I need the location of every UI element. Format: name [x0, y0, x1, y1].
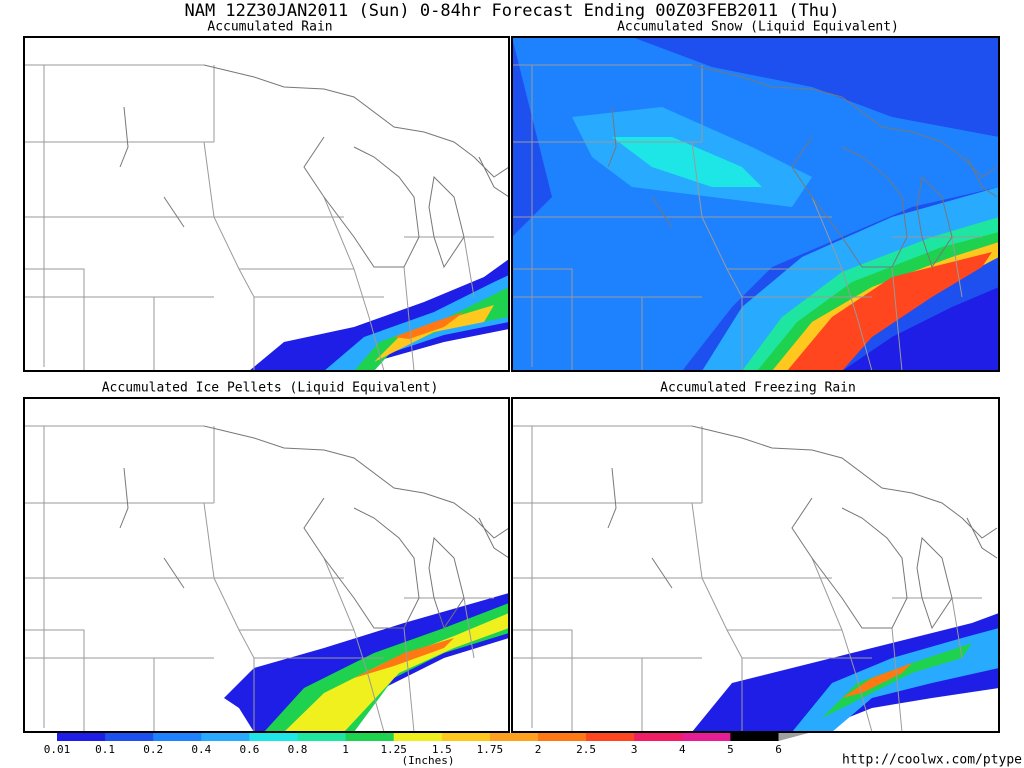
snow-map [511, 36, 1000, 372]
legend-swatch [586, 733, 635, 741]
legend-swatch [634, 733, 683, 741]
panel-title: Accumulated Snow (Liquid Equivalent) [617, 20, 899, 35]
legend-label: 6 [775, 743, 782, 756]
page-title: NAM 12Z30JAN2011 (Sun) 0-84hr Forecast E… [184, 1, 839, 21]
legend-label: 4 [679, 743, 686, 756]
legend-label: 1.5 [432, 743, 452, 756]
legend-label: 0.6 [239, 743, 259, 756]
legend-swatch [201, 733, 250, 741]
legend-swatch [441, 733, 491, 741]
legend-unit: (Inches) [402, 754, 455, 767]
legend-swatch [153, 733, 202, 741]
legend-label: 0.1 [95, 743, 115, 756]
legend-label: 1 [342, 743, 349, 756]
legend-label: 0.8 [288, 743, 308, 756]
panel-title: Accumulated Ice Pellets (Liquid Equivale… [102, 381, 439, 396]
legend-label: 0.2 [143, 743, 163, 756]
legend-label: 0.4 [191, 743, 211, 756]
source-url: http://coolwx.com/ptype [842, 753, 1022, 768]
legend-swatch [538, 733, 587, 741]
legend-swatch [297, 733, 347, 741]
legend-label: 3 [631, 743, 638, 756]
legend-label: 5 [727, 743, 734, 756]
legend-swatch [489, 733, 539, 741]
legend-swatch [682, 733, 731, 741]
legend-swatch [730, 733, 779, 741]
legend-label: 2.5 [576, 743, 596, 756]
panel-title: Accumulated Rain [207, 20, 332, 35]
panel-title: Accumulated Freezing Rain [660, 381, 856, 396]
legend-swatch [249, 733, 298, 741]
legend-swatch [57, 733, 106, 741]
legend-label: 2 [535, 743, 542, 756]
legend-label: 1.25 [380, 743, 407, 756]
ice-pellets-map [23, 397, 510, 733]
legend-label: 1.75 [477, 743, 504, 756]
freezing-rain-map [511, 397, 1000, 733]
legend-end [778, 733, 809, 741]
color-legend: 0.01 0.1 0.2 0.4 0.6 0.8 1 1.25 1.5 1.75 2 2.5 3 4 5 6 [44, 733, 809, 756]
rain-map [23, 36, 510, 372]
legend-swatch [105, 733, 154, 741]
legend-swatch [393, 733, 443, 741]
legend-label: 0.01 [44, 743, 71, 756]
legend-swatch [345, 733, 395, 741]
